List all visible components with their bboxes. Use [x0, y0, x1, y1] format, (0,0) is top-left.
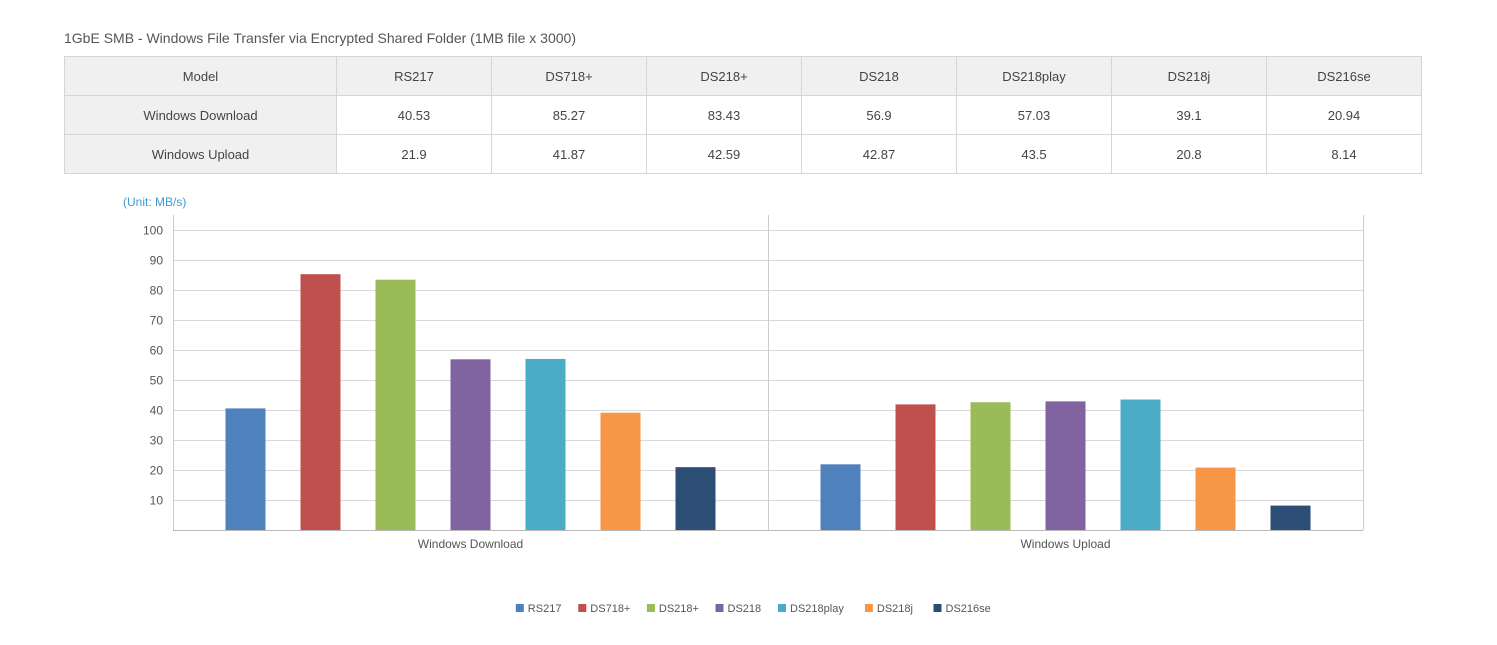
bar-ds218-download [450, 359, 491, 530]
row-label: Windows Download [64, 95, 337, 135]
bar-rs217-download [225, 408, 266, 530]
y-tick-label: 40 [150, 404, 164, 418]
bar-ds218j-upload [1195, 467, 1236, 530]
y-tick-label: 90 [150, 254, 164, 268]
table-cell: 42.59 [646, 134, 802, 174]
bar-ds216se-download [675, 467, 716, 530]
axes: 10 20 30 40 50 60 70 80 90 100 Windows Download Win… [143, 224, 1363, 551]
bar-ds216se-upload [1270, 505, 1311, 530]
table-cell: 43.5 [956, 134, 1112, 174]
bar-ds218play-upload [1120, 399, 1161, 530]
table-header-cell: RS217 [336, 56, 492, 96]
legend: RS217 DS718+ DS218+ DS218 DS218play DS218j DS2… [515, 603, 991, 615]
spec-table: Model RS217 DS718+ DS218+ DS218 DS218pla… [64, 56, 1422, 174]
y-tick-label: 50 [150, 374, 164, 388]
table-cell: 20.8 [1111, 134, 1267, 174]
grid [173, 215, 1364, 530]
table-cell: 42.87 [801, 134, 957, 174]
table-cell: 56.9 [801, 95, 957, 135]
table-header-cell: DS718+ [491, 56, 647, 96]
legend-item[interactable]: DS216se [933, 603, 991, 615]
legend-swatch [646, 604, 655, 612]
legend-label: DS718+ [590, 603, 630, 615]
legend-item[interactable]: DS218play [778, 603, 844, 615]
bars [225, 274, 1311, 530]
bar-ds218-upload [1045, 401, 1086, 530]
legend-label: DS218play [790, 603, 844, 615]
legend-label: DS218 [728, 603, 762, 615]
table-cell: 21.9 [336, 134, 492, 174]
legend-label: DS216se [946, 603, 991, 615]
legend-swatch [933, 604, 942, 612]
legend-item[interactable]: DS218 [715, 603, 762, 615]
legend-label: DS218+ [659, 603, 699, 615]
y-tick-label: 70 [150, 314, 164, 328]
legend-label: RS217 [528, 603, 562, 615]
x-category-label: Windows Upload [1020, 537, 1110, 551]
legend-swatch [578, 604, 587, 612]
bar-ds218-upload [970, 402, 1011, 530]
bar-ds218-download [375, 279, 416, 530]
y-tick-label: 100 [143, 224, 163, 238]
row-label: Windows Upload [64, 134, 337, 174]
legend-item[interactable]: DS218j [864, 603, 913, 615]
table-header-cell: DS218 [801, 56, 957, 96]
bar-rs217-upload [820, 464, 861, 530]
legend-item[interactable]: DS718+ [578, 603, 630, 615]
table-cell: 57.03 [956, 95, 1112, 135]
table-row: Windows Upload 21.9 41.87 42.59 42.87 43… [64, 134, 1422, 174]
bar-ds718-download [300, 274, 341, 530]
table-header-row: Model RS217 DS718+ DS218+ DS218 DS218pla… [64, 56, 1422, 96]
legend-swatch [864, 604, 873, 612]
table-header-cell: DS216se [1266, 56, 1422, 96]
table-cell: 41.87 [491, 134, 647, 174]
y-tick-label: 80 [150, 284, 164, 298]
legend-swatch [515, 604, 524, 612]
y-tick-label: 10 [150, 494, 164, 508]
table-cell: 85.27 [491, 95, 647, 135]
x-category-label: Windows Download [418, 537, 523, 551]
y-tick-label: 30 [150, 434, 164, 448]
table-cell: 8.14 [1266, 134, 1422, 174]
bar-ds218play-download [525, 358, 566, 530]
legend-swatch [715, 604, 724, 612]
legend-item[interactable]: DS218+ [646, 603, 699, 615]
bar-ds218j-download [600, 412, 641, 530]
legend-label: DS218j [877, 603, 913, 615]
table-header-cell: DS218j [1111, 56, 1267, 96]
table-header-cell: DS218+ [646, 56, 802, 96]
y-tick-label: 60 [150, 344, 164, 358]
bar-ds718-upload [895, 404, 936, 530]
y-tick-label: 20 [150, 464, 164, 478]
legend-item[interactable]: RS217 [515, 603, 562, 615]
unit-label: (Unit: MB/s) [123, 195, 186, 209]
page-title: 1GbE SMB - Windows File Transfer via Enc… [64, 30, 576, 46]
legend-swatch [778, 604, 786, 612]
